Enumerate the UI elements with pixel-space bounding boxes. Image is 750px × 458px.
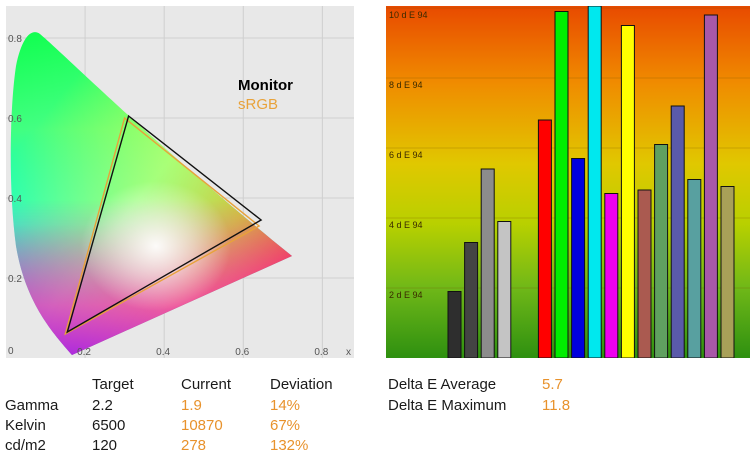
cie-y-tick-label: 0.4 <box>8 194 22 205</box>
delta-e-chart-svg: 2 d E 94 4 d E 94 6 d E 94 8 d E 94 10 d E 9… <box>386 5 750 359</box>
row-gamma-label: Gamma <box>5 397 59 414</box>
delta-e-bar <box>537 119 552 359</box>
row-kelvin-deviation: 67% <box>270 417 301 434</box>
delta-e-summary: Delta E Average 5.7 Delta E Maximum 11.8 <box>386 372 750 422</box>
header-deviation: Deviation <box>270 376 333 393</box>
legend-monitor: Monitor <box>238 77 293 94</box>
delta-e-bar <box>703 14 718 359</box>
delta-e-bar <box>687 179 702 359</box>
delta-e-average-label: Delta E Average <box>388 376 497 393</box>
delta-e-bar <box>654 144 669 359</box>
delta-e-bar <box>620 25 635 359</box>
delta-e-bar <box>720 186 735 359</box>
cie-chart-svg: 0.2 0.4 0.6 0.8 0.8 0.6 0.4 0.2 0 x Monitor sRG… <box>6 6 354 358</box>
cie-y-tick-label: 0.6 <box>8 114 22 125</box>
row-kelvin-current: 10870 <box>181 417 223 434</box>
delta-e-maximum-value: 11.8 <box>542 397 571 414</box>
delta-e-bars <box>447 5 735 359</box>
delta-e-bar <box>571 158 586 359</box>
cie-y-tick-label: 0.2 <box>8 274 22 285</box>
row-luminance-deviation: 132% <box>270 437 309 454</box>
calibration-table: Target Current Deviation Gamma 2.2 1.9 1… <box>0 372 380 458</box>
row-kelvin-target: 6500 <box>92 417 126 434</box>
cie-x-tick-label: 0.2 <box>77 347 91 358</box>
cie-x-axis-label: x <box>346 347 351 358</box>
delta-e-tick-label: 2 d E 94 <box>389 290 423 300</box>
cie-tick-labels: 0.2 0.4 0.6 0.8 0.8 0.6 0.4 0.2 <box>8 34 329 358</box>
cie-chart: 0.2 0.4 0.6 0.8 0.8 0.6 0.4 0.2 0 x Monitor sRG… <box>6 6 354 358</box>
header-current: Current <box>181 376 232 393</box>
delta-e-tick-label: 4 d E 94 <box>389 220 423 230</box>
delta-e-tick-label: 10 d E 94 <box>389 10 428 20</box>
delta-e-average-value: 5.7 <box>542 376 563 393</box>
delta-e-bar <box>604 193 619 359</box>
cie-y-tick-label: 0.8 <box>8 34 22 45</box>
row-luminance-target: 120 <box>92 437 118 454</box>
delta-e-bar <box>497 221 512 359</box>
cie-x-tick-label: 0.4 <box>156 347 170 358</box>
monitor-gamut-triangle <box>66 114 263 334</box>
cie-x-tick-label: 0.6 <box>235 347 249 358</box>
delta-e-bar <box>480 168 495 359</box>
cie-origin-label: 0 <box>8 346 14 357</box>
delta-e-bar <box>464 242 479 359</box>
delta-e-bar <box>447 291 462 359</box>
srgb-gamut-triangle <box>64 116 261 336</box>
delta-e-tick-label: 8 d E 94 <box>389 80 423 90</box>
delta-e-tick-label: 6 d E 94 <box>389 150 423 160</box>
cie-x-tick-label: 0.8 <box>314 347 328 358</box>
row-gamma-current: 1.9 <box>181 397 202 414</box>
row-luminance-label: cd/m2 <box>5 437 46 454</box>
delta-e-bar <box>670 105 685 359</box>
delta-e-maximum-label: Delta E Maximum <box>388 397 507 414</box>
legend-srgb: sRGB <box>238 96 278 113</box>
row-luminance-current: 278 <box>181 437 207 454</box>
delta-e-grid: 2 d E 94 4 d E 94 6 d E 94 8 d E 94 10 d E 9… <box>386 7 750 300</box>
delta-e-bar <box>587 5 602 359</box>
delta-e-bar <box>554 11 569 359</box>
delta-e-chart: 2 d E 94 4 d E 94 6 d E 94 8 d E 94 10 d E 9… <box>386 5 750 359</box>
row-gamma-target: 2.2 <box>92 397 113 414</box>
delta-e-bar <box>637 189 652 359</box>
row-gamma-deviation: 14% <box>270 397 301 414</box>
row-kelvin-label: Kelvin <box>5 417 46 434</box>
header-target: Target <box>92 376 134 393</box>
